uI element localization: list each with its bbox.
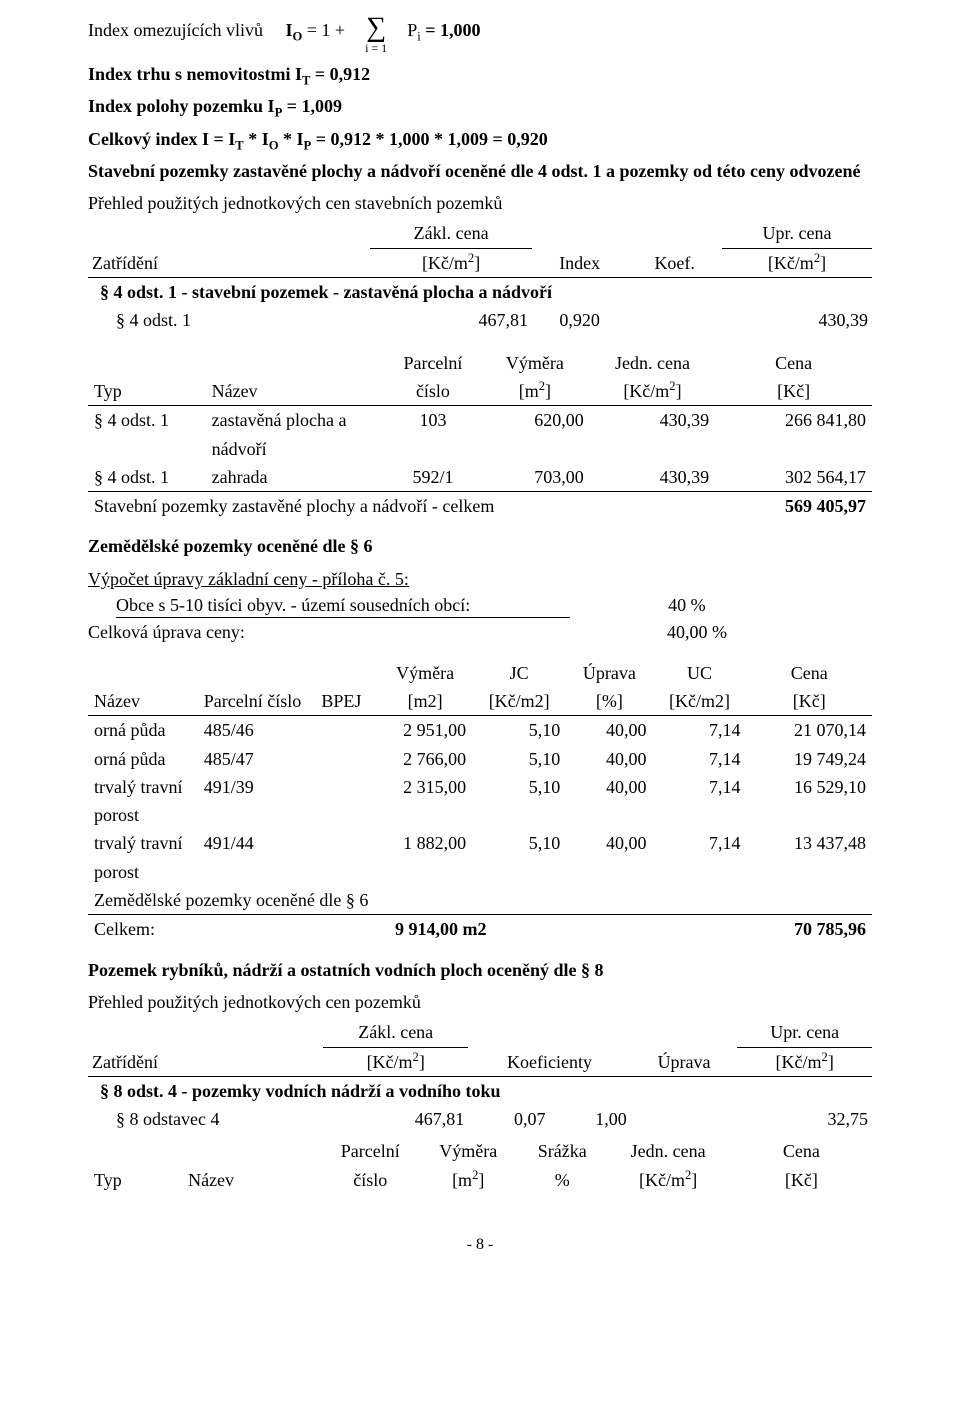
table-row: nádvoří	[88, 435, 872, 463]
heading-rybniky: Pozemek rybníků, nádrží a ostatních vodn…	[88, 958, 872, 982]
table-row: porost	[88, 858, 872, 886]
page-number: - 8 -	[88, 1234, 872, 1256]
calc-label: Výpočet úpravy základní ceny - příloha č…	[88, 567, 872, 591]
parcel-table-3-header: Typ Název Parcelní Výměra Srážka Jedn. c…	[88, 1137, 872, 1194]
table-row: orná půda 485/47 2 766,00 5,10 40,00 7,1…	[88, 745, 872, 773]
calc-line-1: Obce s 5-10 tisíci obyv. - území sousedn…	[88, 593, 872, 618]
formula-index-omezujicich: Index omezujících vlivů IO = 1 + ∑ i = 1…	[88, 18, 872, 54]
calc-line-2: Celková úprava ceny: 40,00 %	[88, 620, 872, 644]
table-row: § 4 odst. 1 zastavěná plocha a 103 620,0…	[88, 406, 872, 435]
classification-table-2: Zatřídění Zákl. cena Koeficienty Úprava …	[88, 1018, 872, 1133]
section-label: § 4 odst. 1 - stavební pozemek - zastavě…	[88, 278, 872, 307]
table-row: porost	[88, 801, 872, 829]
classification-table-1: Zatřídění Zákl. cena Index Koef. Upr. ce…	[88, 219, 872, 334]
sum-row: Celkem: 9 914,00 m2 70 785,96	[88, 915, 872, 944]
heading-zemedelske: Zemědělské pozemky oceněné dle § 6	[88, 534, 872, 558]
overview-ryb: Přehled použitých jednotkových cen pozem…	[88, 990, 872, 1014]
table-row: trvalý travní 491/39 2 315,00 5,10 40,00…	[88, 773, 872, 801]
overview-jednotkovych-cen: Přehled použitých jednotkových cen stave…	[88, 191, 872, 215]
zem-table: Název Parcelní číslo BPEJ Výměra JC Úpra…	[88, 659, 872, 944]
table-row: trvalý travní 491/44 1 882,00 5,10 40,00…	[88, 829, 872, 857]
index-polohy: Index polohy pozemku IP = 1,009	[88, 94, 872, 118]
heading-stavebni-pozemky: Stavební pozemky zastavěné plochy a nádv…	[88, 159, 872, 183]
parcel-table-1: Typ Název Parcelní Výměra Jedn. cena Cen…	[88, 349, 872, 521]
sigma-symbol: ∑ i = 1	[365, 14, 387, 54]
section-label: § 8 odst. 4 - pozemky vodních nádrží a v…	[88, 1076, 872, 1105]
index-trhu: Index trhu s nemovitostmi IT = 0,912	[88, 62, 872, 86]
table-row: § 8 odstavec 4 467,81 0,07 1,00 32,75	[88, 1105, 872, 1133]
celkovy-index: Celkový index I = IT * IO * IP = 0,912 *…	[88, 127, 872, 151]
table-row: § 4 odst. 1 zahrada 592/1 703,00 430,39 …	[88, 463, 872, 492]
sum-row: Stavební pozemky zastavěné plochy a nádv…	[88, 492, 872, 521]
table-row: orná půda 485/46 2 951,00 5,10 40,00 7,1…	[88, 716, 872, 745]
table-row: Zemědělské pozemky oceněné dle § 6	[88, 886, 872, 915]
table-row: § 4 odst. 1 467,81 0,920 430,39	[88, 306, 872, 334]
formula-label: Index omezujících vlivů	[88, 20, 263, 40]
col-zatrideni: Zatřídění	[88, 219, 370, 277]
